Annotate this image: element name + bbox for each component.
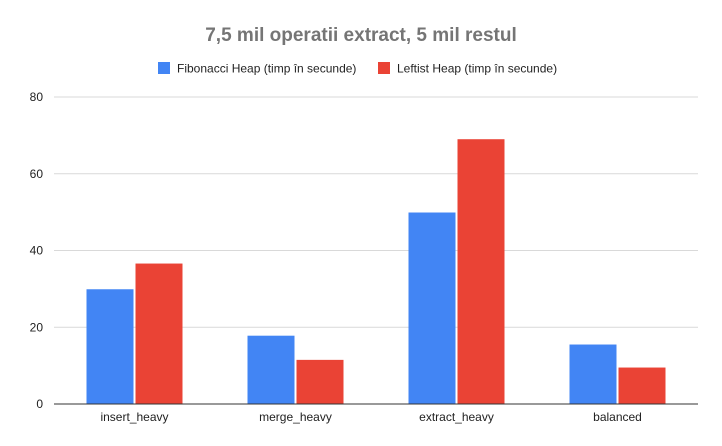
bars <box>86 139 666 404</box>
x-axis-categories: insert_heavy merge_heavy extract_heavy bala… <box>100 410 641 424</box>
y-tick-label: 40 <box>30 244 44 258</box>
gridlines <box>54 96 698 328</box>
y-tick-label: 80 <box>30 90 44 104</box>
bar-fibonacci-extract-heavy <box>408 212 456 404</box>
legend-label-leftist: Leftist Heap (timp în secunde) <box>397 62 557 76</box>
bar-leftist-balanced <box>618 367 666 404</box>
y-axis-ticks: 0 20 40 60 80 <box>30 90 44 411</box>
y-tick-label: 60 <box>30 167 44 181</box>
bar-fibonacci-merge-heavy <box>247 335 295 404</box>
bar-fibonacci-balanced <box>569 344 617 404</box>
y-tick-label: 20 <box>30 320 44 334</box>
bar-fibonacci-insert-heavy <box>86 289 134 404</box>
x-category-label: insert_heavy <box>100 410 168 424</box>
x-category-label: balanced <box>593 410 642 424</box>
legend: Fibonacci Heap (timp în secunde) Leftist… <box>158 62 557 76</box>
y-tick-label: 0 <box>36 397 43 411</box>
chart-title: 7,5 mil operatii extract, 5 mil restul <box>205 25 517 46</box>
bar-leftist-extract-heavy <box>457 139 505 404</box>
bar-leftist-merge-heavy <box>296 359 344 404</box>
x-category-label: extract_heavy <box>419 410 494 424</box>
x-category-label: merge_heavy <box>259 410 332 424</box>
bar-leftist-insert-heavy <box>135 263 183 404</box>
legend-swatch-leftist <box>378 62 390 74</box>
legend-swatch-fibonacci <box>158 62 170 74</box>
legend-label-fibonacci: Fibonacci Heap (timp în secunde) <box>177 62 356 76</box>
